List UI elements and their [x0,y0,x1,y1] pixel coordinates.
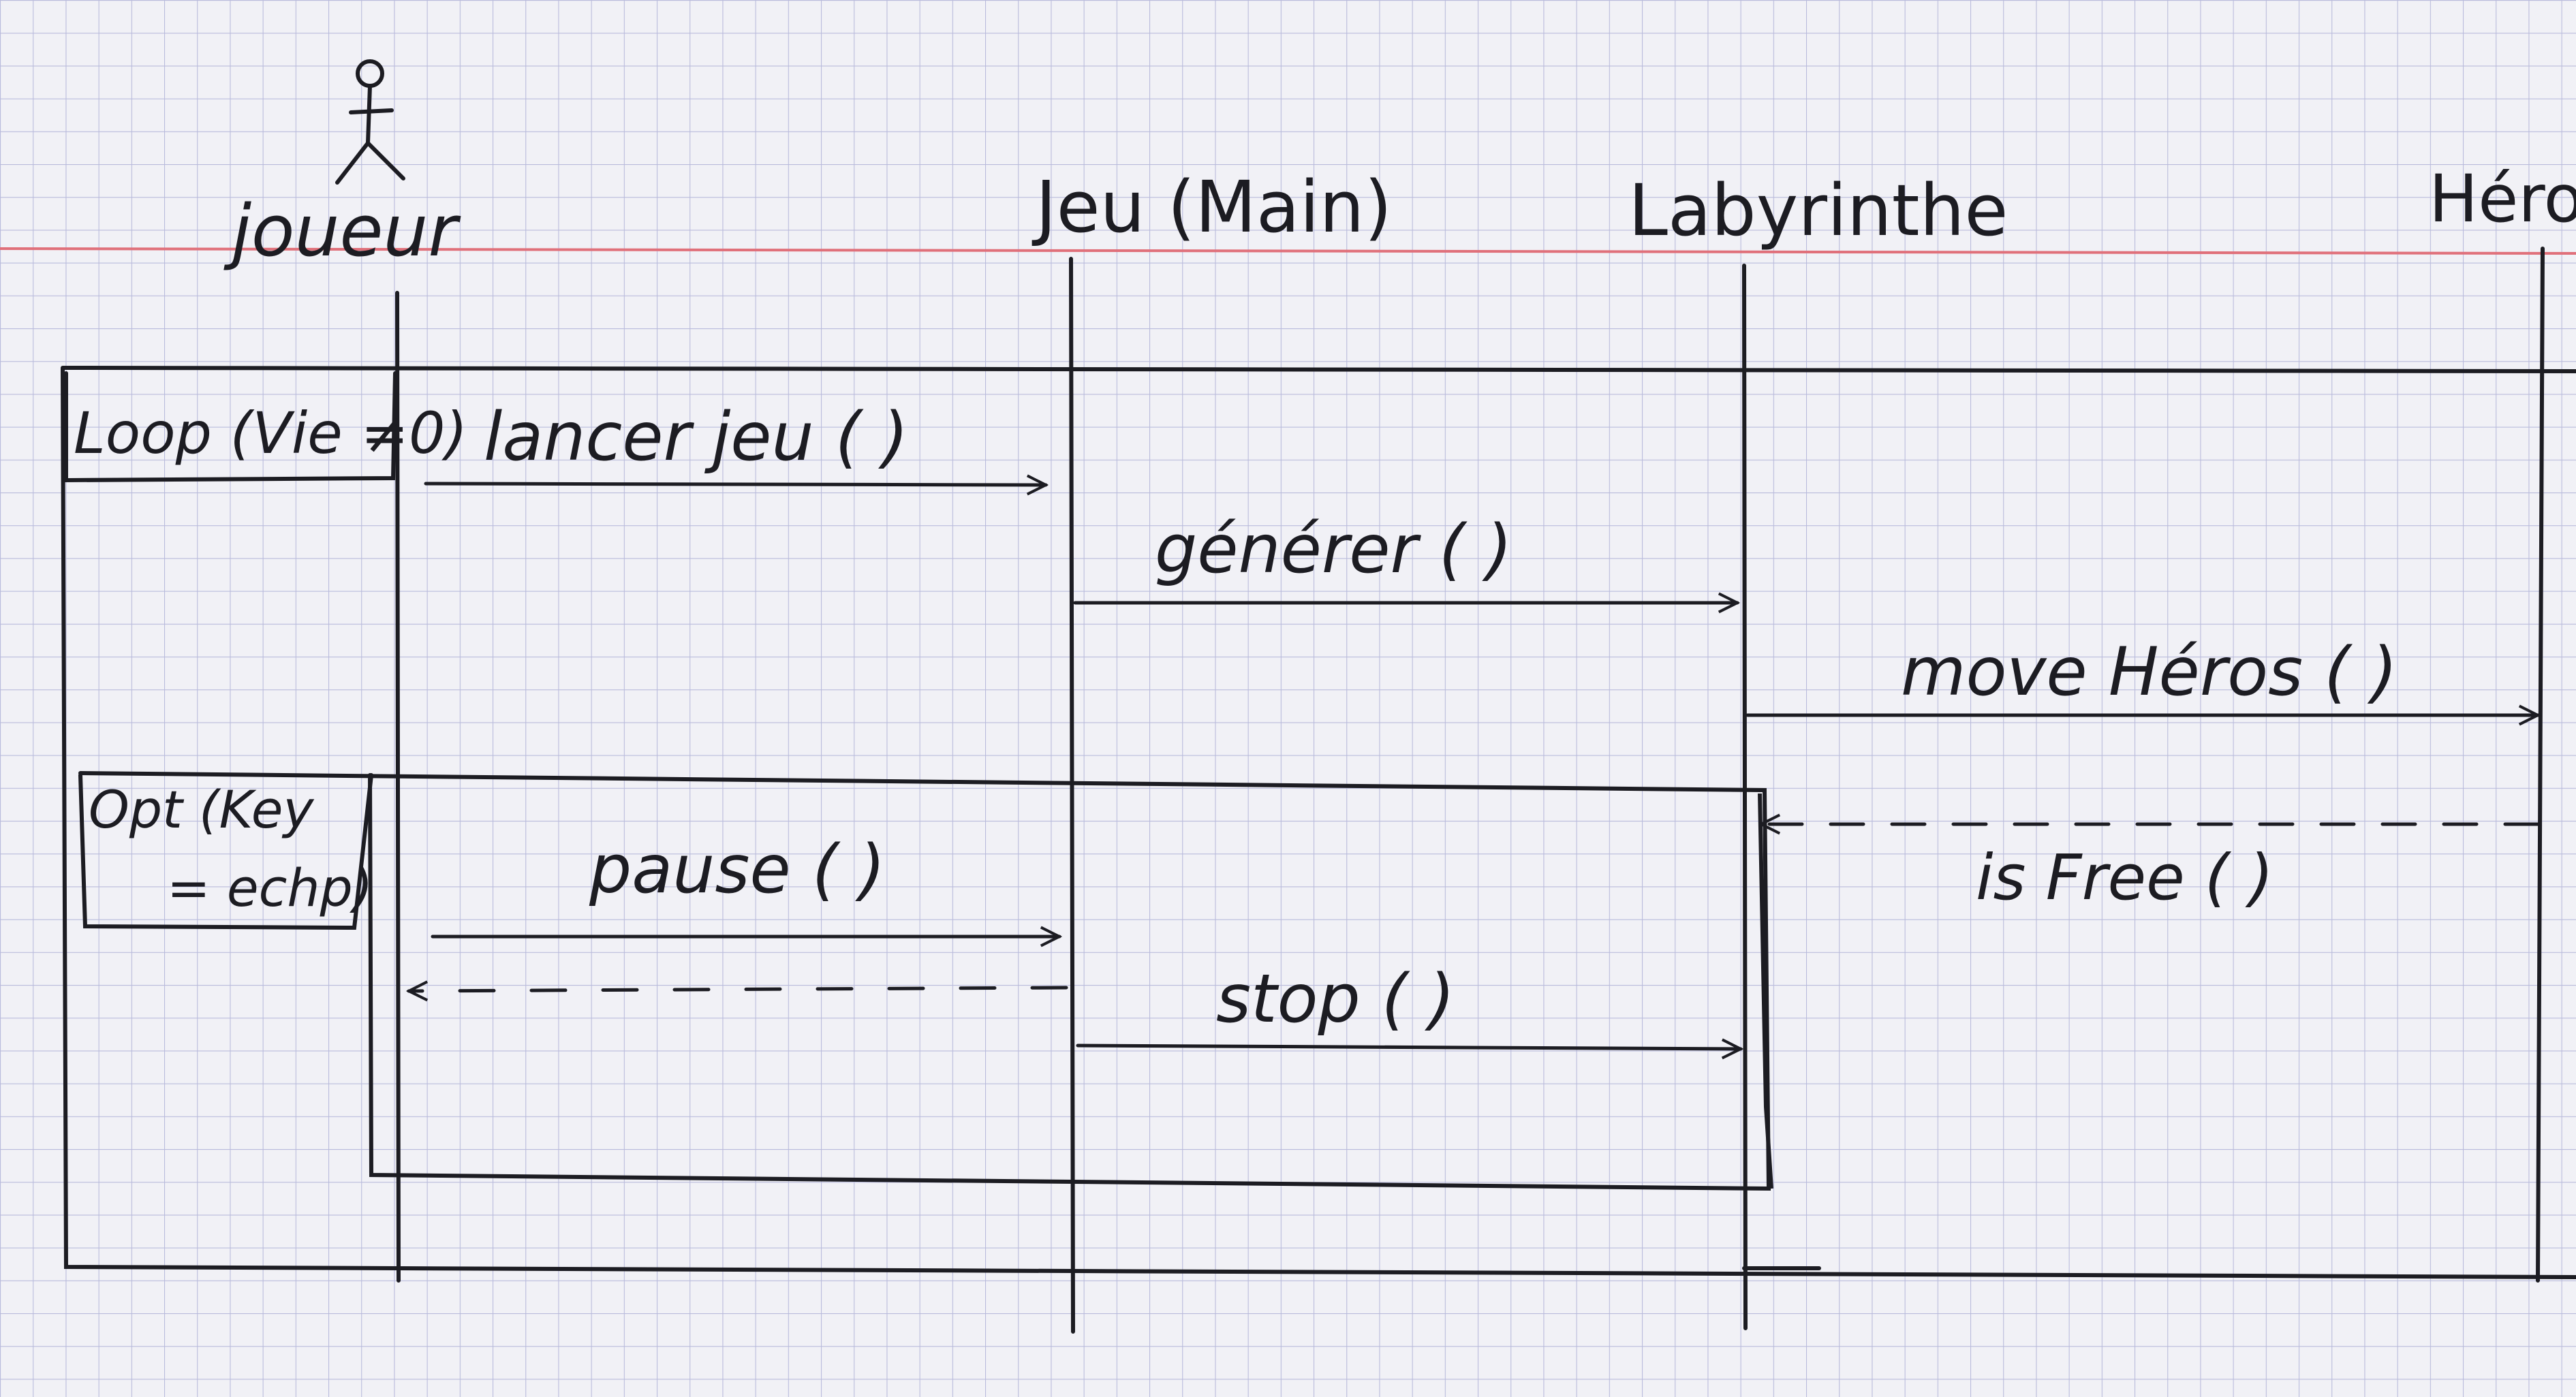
participant-label-jeu: Jeu (Main) [1031,166,1392,249]
actor-figure-icon [335,59,405,185]
opt-fragment-label-line1: Opt (Key [89,779,315,840]
message-stop-label: stop ( ) [1216,960,1455,1038]
participant-label-joueur: joueur [223,189,461,272]
lifeline-labyrinthe [1742,264,1748,1330]
opt-label-box [78,773,373,930]
lifeline-heros [2536,247,2545,1283]
message-lancer-arrow [424,484,1046,485]
opt-fragment-frame [78,771,1771,1191]
opt-fragment-label-line2: = echp) [167,858,373,918]
loop-fragment-frame [61,366,2576,1279]
message-generer-label: générer ( ) [1155,511,1512,588]
message-pause-label: pause ( ) [589,831,886,909]
participant-label-heros: Héro [2429,161,2576,237]
margin-line [0,247,2576,255]
message-lancer-label: lancer jeu ( ) [484,398,908,476]
message-stop-arrow [1076,1046,1741,1049]
message-isfree-label: is Free ( ) [1976,841,2274,914]
lifeline-jeu [1069,257,1075,1334]
loop-fragment-label: Loop (Vie ≠0) [74,400,467,467]
lifeline-joueur [395,291,401,1283]
message-move-label: move Héros ( ) [1901,633,2397,711]
loop-label-box [64,371,397,483]
participant-label-labyrinthe: Labyrinthe [1628,169,2008,252]
